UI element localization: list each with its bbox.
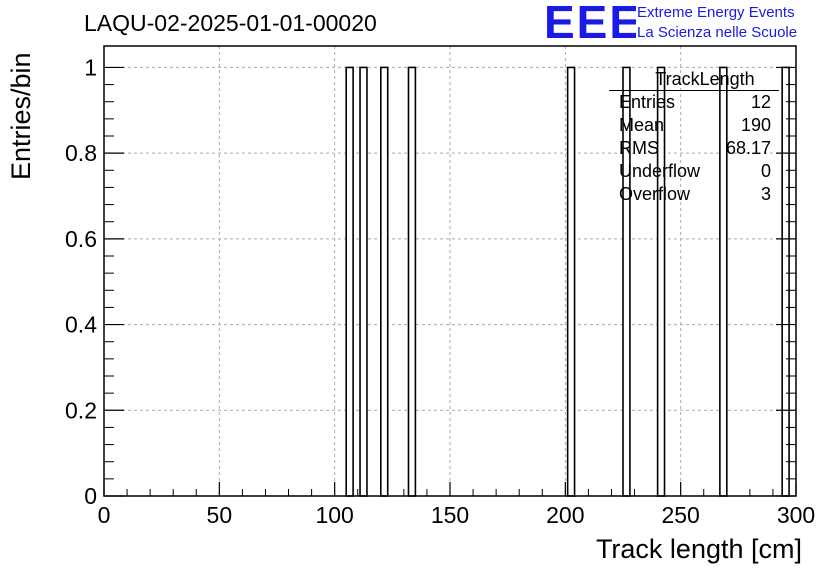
- eee-logo: EEE: [544, 2, 636, 42]
- stats-label: Underflow: [619, 161, 701, 181]
- x-tick-label: 300: [777, 502, 815, 528]
- stats-label: Mean: [619, 115, 665, 135]
- histogram-bar: [781, 66, 790, 497]
- histogram-bar: [345, 66, 354, 497]
- y-tick-label: 0.8: [65, 140, 97, 166]
- y-tick-label: 1: [84, 54, 97, 80]
- x-tick-label: 0: [98, 502, 111, 528]
- eee-logo-mark: EEE: [544, 2, 636, 42]
- stats-row: Overflow 3: [609, 183, 779, 206]
- axis-ticks: [103, 66, 797, 497]
- y-tick-labels: 0 0.2 0.4 0.6 0.8 1: [65, 54, 97, 509]
- y-tick-label: 0.2: [65, 397, 97, 423]
- y-axis-label: Entries/bin: [6, 52, 36, 180]
- y-tick-label: 0: [84, 483, 97, 509]
- x-tick-label: 150: [431, 502, 469, 528]
- stats-row: RMS 68.17: [609, 137, 779, 160]
- stats-box: TrackLength Entries 12 Mean 190 RMS 68.1…: [609, 68, 779, 206]
- stats-label: Overflow: [619, 184, 691, 204]
- chart-title: LAQU-02-2025-01-01-00020: [84, 10, 377, 36]
- stats-value: 0: [760, 161, 771, 181]
- histogram-bar: [566, 66, 576, 497]
- logo-caption: Extreme Energy Events La Scienza nelle S…: [637, 3, 797, 43]
- x-tick-label: 200: [546, 502, 584, 528]
- stats-label: Entries: [619, 92, 676, 112]
- x-tick-label: 250: [661, 502, 699, 528]
- stats-value: 68.17: [725, 138, 771, 158]
- stats-row: Underflow 0: [609, 160, 779, 183]
- histogram-bar: [359, 66, 368, 497]
- histogram-bar: [407, 66, 417, 497]
- x-axis-label: Track length [cm]: [595, 534, 802, 564]
- x-tick-label: 100: [315, 502, 353, 528]
- grid-lines: [104, 46, 796, 496]
- stats-value: 3: [760, 184, 771, 204]
- histogram-bar: [379, 66, 389, 497]
- x-tick-labels: 0 50 100 150 200 250 300: [98, 502, 816, 528]
- logo-line-2: La Scienza nelle Scuole: [637, 24, 798, 41]
- plot-frame: [103, 45, 797, 497]
- stats-value: 190: [740, 115, 771, 135]
- stats-row: Entries 12: [609, 91, 779, 114]
- stats-row: Mean 190: [609, 114, 779, 137]
- x-tick-label: 50: [207, 502, 233, 528]
- stats-value: 12: [750, 92, 771, 112]
- logo-line-1: Extreme Energy Events: [637, 4, 795, 21]
- stats-label: RMS: [619, 138, 659, 158]
- y-tick-label: 0.4: [65, 312, 97, 338]
- y-tick-label: 0.6: [65, 226, 97, 252]
- stats-title: TrackLength: [609, 68, 779, 91]
